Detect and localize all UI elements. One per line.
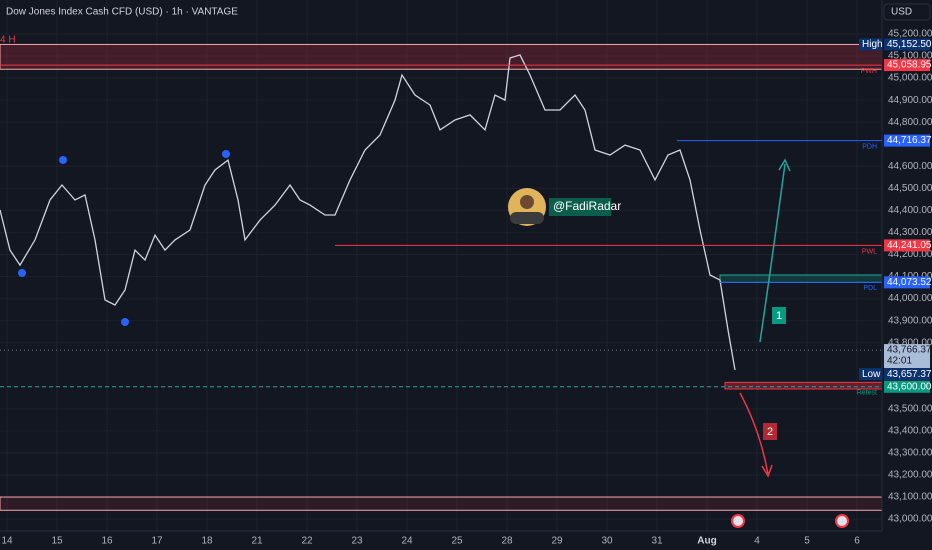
x-tick-label: 5 (804, 536, 810, 547)
level-price: 45,152.50 (887, 39, 932, 50)
current-price: 43,766.37 (887, 345, 932, 356)
swing-marker (222, 150, 230, 158)
y-tick-label: 43,400.00 (888, 426, 932, 437)
level-price: 43,657.37 (887, 369, 932, 380)
arrow-down (739, 392, 769, 475)
x-tick-label: 29 (551, 536, 563, 547)
annotation-box (763, 423, 777, 440)
watermark-bg (549, 198, 611, 216)
y-tick-label: 44,800.00 (888, 117, 932, 128)
arrow-up (759, 163, 786, 343)
x-tick-label: 15 (51, 536, 63, 547)
y-tick-label: 45,200.00 (888, 29, 932, 40)
symbol-title: Dow Jones Index Cash CFD (USD) · 1h · VA… (6, 7, 238, 18)
zone (724, 381, 883, 390)
y-tick-label: 44,400.00 (888, 205, 932, 216)
annotation-box (772, 307, 786, 324)
x-tick-label: 4 (754, 536, 760, 547)
level-price-box (884, 380, 930, 393)
x-tick-label: 18 (201, 536, 213, 547)
x-tick-label: 28 (501, 536, 513, 547)
level-price: 43,600.00 (887, 381, 932, 392)
y-tick-label: 44,000.00 (888, 293, 932, 304)
level-name: PWL (862, 248, 877, 255)
swing-marker (121, 318, 129, 326)
avatar-body (510, 212, 544, 224)
x-tick-label: 16 (101, 536, 113, 547)
x-tick-label: 25 (451, 536, 463, 547)
timeframe-note: 4 H (0, 35, 16, 46)
x-tick-label: 22 (301, 536, 313, 547)
y-tick-label: 44,500.00 (888, 183, 932, 194)
x-tick-label: 21 (251, 536, 263, 547)
x-tick-label: 30 (601, 536, 613, 547)
y-tick-label: 44,600.00 (888, 161, 932, 172)
annotation: 2 (767, 426, 773, 438)
level-price: 44,073.52 (887, 277, 932, 288)
y-tick-label: 43,000.00 (888, 514, 932, 525)
level-price: 44,241.05 (887, 240, 932, 251)
level-name: PDH (862, 143, 877, 150)
y-tick-label: 45,000.00 (888, 73, 932, 84)
zone (0, 496, 883, 511)
y-tick-label: 43,100.00 (888, 492, 932, 503)
level-tag: High (862, 39, 883, 50)
level-tag-box (859, 368, 882, 381)
x-tick-label: 24 (401, 536, 413, 547)
level-price-box (884, 368, 930, 381)
price-line (0, 54, 736, 371)
currency-button[interactable] (883, 3, 931, 21)
zone (719, 274, 883, 283)
x-tick-label: 17 (151, 536, 163, 547)
y-tick-label: 43,200.00 (888, 470, 932, 481)
event-icon-flag (837, 516, 847, 526)
level-name: PDL (863, 285, 877, 292)
level-name: PWH (861, 68, 877, 75)
x-tick-label: 6 (854, 536, 860, 547)
watermark: @FadiRadar (553, 199, 621, 213)
level-price-box (884, 276, 930, 289)
level-price-box (884, 134, 930, 147)
y-tick-label: 43,900.00 (888, 315, 932, 326)
level-name: Retest (857, 390, 877, 397)
y-tick-label: 44,300.00 (888, 227, 932, 238)
x-tick-label: 14 (1, 536, 13, 547)
current-price-box (884, 344, 930, 369)
level-tag-box (859, 38, 882, 51)
arrow-head (778, 158, 791, 172)
y-tick-label: 44,200.00 (888, 249, 932, 260)
arrow-head (761, 464, 773, 478)
level-price-box (884, 59, 930, 72)
currency: USD (891, 7, 912, 18)
countdown: 42:01 (887, 356, 912, 367)
y-tick-label: 43,300.00 (888, 448, 932, 459)
level-price-box (884, 239, 930, 252)
x-tick-label: 31 (651, 536, 663, 547)
swing-marker (59, 156, 67, 164)
level-price: 44,716.37 (887, 135, 932, 146)
x-tick-label: Aug (697, 536, 716, 547)
avatar-face (520, 195, 534, 209)
level-price-box (884, 38, 930, 51)
y-tick-label: 44,900.00 (888, 95, 932, 106)
x-tick-label: 23 (351, 536, 363, 547)
level-tag: Low (862, 369, 881, 380)
event-icon-flag (733, 516, 743, 526)
level-price: 45,058.95 (887, 60, 932, 71)
y-tick-label: 43,800.00 (888, 337, 932, 348)
annotation: 1 (776, 310, 782, 322)
y-tick-label: 43,500.00 (888, 403, 932, 414)
swing-marker (18, 269, 26, 277)
y-tick-label: 45,100.00 (888, 51, 932, 62)
